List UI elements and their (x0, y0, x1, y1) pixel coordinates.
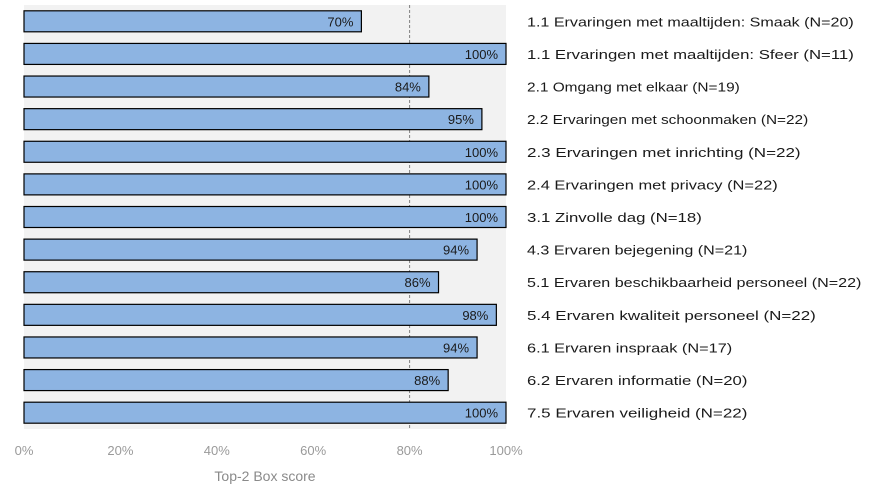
bar-value-label: 88% (414, 373, 440, 388)
bar-value-label: 84% (395, 80, 421, 95)
bar-value-label: 100% (465, 406, 499, 421)
bar-value-label: 100% (465, 47, 499, 62)
x-tick-labels-group: 0% 20% 40% 60% 80% 100% (15, 443, 523, 458)
bar-value-label: 94% (443, 243, 469, 258)
bar (23, 10, 362, 33)
bar (23, 173, 507, 196)
x-tick-label: 60% (300, 443, 326, 458)
bar (23, 238, 478, 261)
category-label: 2.1 Omgang met elkaar (N=19) (527, 80, 740, 95)
bar (23, 401, 507, 424)
category-label: 2.2 Ervaringen met schoonmaken (N=22) (527, 112, 808, 127)
x-tick-label: 40% (204, 443, 230, 458)
bar-value-label: 100% (465, 145, 499, 160)
bar-value-label: 94% (443, 340, 469, 355)
bar (23, 75, 430, 98)
category-label: 6.1 Ervaren inspraak (N=17) (527, 340, 732, 355)
x-tick-label: 20% (107, 443, 133, 458)
category-label: 5.1 Ervaren beschikbaarheid personeel (N… (527, 275, 861, 290)
bar-value-label: 86% (404, 275, 430, 290)
category-label: 2.4 Ervaringen met privacy (N=22) (527, 177, 778, 192)
bar (23, 205, 507, 229)
x-tick-label: 80% (397, 443, 423, 458)
x-tick-label: 0% (15, 443, 34, 458)
bars-group: 70% 100% 84% 95% 100% 100% 100% 94% 86% 98% 94% 88%… (23, 10, 507, 424)
bar-value-label: 100% (465, 177, 499, 192)
bar-value-label: 95% (448, 112, 474, 127)
category-label: 4.3 Ervaren bejegening (N=21) (527, 243, 747, 258)
category-labels-group: 1.1 Ervaringen met maaltijden: Smaak (N=… (527, 14, 861, 420)
bar (23, 336, 478, 359)
x-axis-title: Top-2 Box score (214, 468, 315, 484)
bar-value-label: 98% (462, 308, 488, 323)
category-label: 1.1 Ervaringen met maaltijden: Smaak (N=… (527, 14, 854, 29)
x-tick-label: 100% (489, 443, 523, 458)
category-label: 2.3 Ervaringen met inrichting (N=22) (527, 145, 801, 160)
bar-value-label: 70% (327, 14, 353, 29)
bar (23, 42, 507, 66)
bar (23, 271, 440, 294)
bar (23, 368, 449, 392)
bar (23, 303, 497, 326)
bar (23, 140, 507, 163)
category-label: 7.5 Ervaren veiligheid (N=22) (527, 406, 747, 421)
category-label: 3.1 Zinvolle dag (N=18) (527, 210, 702, 225)
bar-value-label: 100% (465, 210, 499, 225)
category-label: 6.2 Ervaren informatie (N=20) (527, 373, 747, 388)
category-label: 5.4 Ervaren kwaliteit personeel (N=22) (527, 308, 816, 323)
category-label: 1.1 Ervaringen met maaltijden: Sfeer (N=… (527, 47, 854, 62)
bar (23, 108, 483, 131)
